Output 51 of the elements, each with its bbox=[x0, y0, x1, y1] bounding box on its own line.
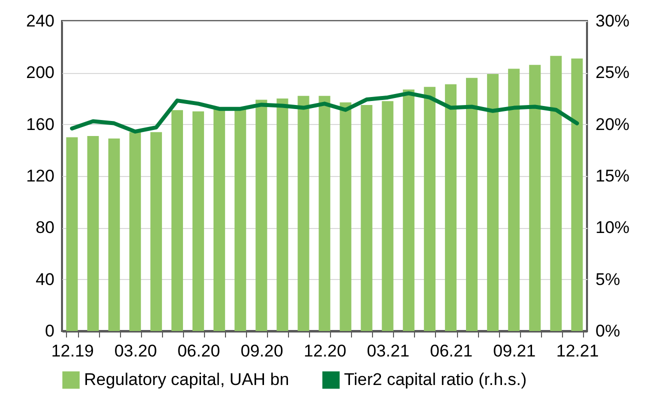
x-tick-label: 12.19 bbox=[51, 342, 94, 360]
bar bbox=[129, 132, 141, 331]
y2-tick-label: 10% bbox=[596, 218, 630, 238]
x-tick-label: 06.21 bbox=[430, 342, 473, 360]
x-tick-label: 03.20 bbox=[114, 342, 157, 360]
bar bbox=[318, 96, 330, 331]
y-tick-label: 0 bbox=[45, 322, 54, 340]
legend-label: Tier2 capital ratio (r.h.s.) bbox=[344, 370, 527, 390]
legend-label: Regulatory capital, UAH bn bbox=[84, 370, 290, 390]
x-tick-label: 12.21 bbox=[556, 342, 599, 360]
bar bbox=[171, 110, 183, 331]
bar bbox=[360, 104, 372, 331]
y2-tick-label: 25% bbox=[596, 63, 630, 82]
bar bbox=[382, 101, 394, 331]
bar bbox=[487, 74, 499, 331]
y-tick-label: 40 bbox=[36, 270, 54, 289]
bar bbox=[444, 84, 457, 331]
y2-tick-label: 20% bbox=[596, 114, 630, 134]
bar bbox=[234, 108, 246, 331]
bar bbox=[508, 68, 520, 331]
bar bbox=[340, 102, 352, 331]
y2-tick-label: 0% bbox=[596, 322, 620, 340]
bar bbox=[529, 64, 541, 331]
x-tick-label: 12.20 bbox=[304, 342, 346, 360]
y2-tick-label: 30% bbox=[596, 12, 630, 30]
x-tick-label: 03.21 bbox=[366, 342, 410, 360]
bar bbox=[108, 138, 120, 331]
bar bbox=[571, 58, 583, 331]
y-tick-label: 120 bbox=[26, 166, 54, 186]
bar bbox=[276, 98, 288, 331]
y2-tick-label: 15% bbox=[596, 166, 630, 186]
y-tick-label: 80 bbox=[36, 218, 54, 238]
bar bbox=[214, 108, 226, 331]
bar bbox=[424, 86, 436, 331]
bar bbox=[192, 111, 204, 331]
bar bbox=[150, 132, 162, 331]
bar bbox=[298, 96, 310, 331]
y-tick-label: 240 bbox=[26, 12, 54, 30]
y-tick-label: 160 bbox=[26, 114, 54, 134]
bar bbox=[402, 89, 414, 331]
x-tick-label: 09.20 bbox=[240, 342, 284, 360]
bar bbox=[550, 56, 562, 331]
line-series bbox=[70, 91, 580, 134]
x-tick-label: 09.21 bbox=[493, 342, 536, 360]
bar bbox=[256, 100, 268, 331]
y2-tick-label: 5% bbox=[596, 270, 620, 289]
y-tick-label: 200 bbox=[26, 63, 54, 82]
x-tick-label: 06.20 bbox=[177, 342, 220, 360]
bar bbox=[66, 137, 78, 331]
bar bbox=[87, 136, 99, 331]
bar bbox=[466, 78, 478, 331]
